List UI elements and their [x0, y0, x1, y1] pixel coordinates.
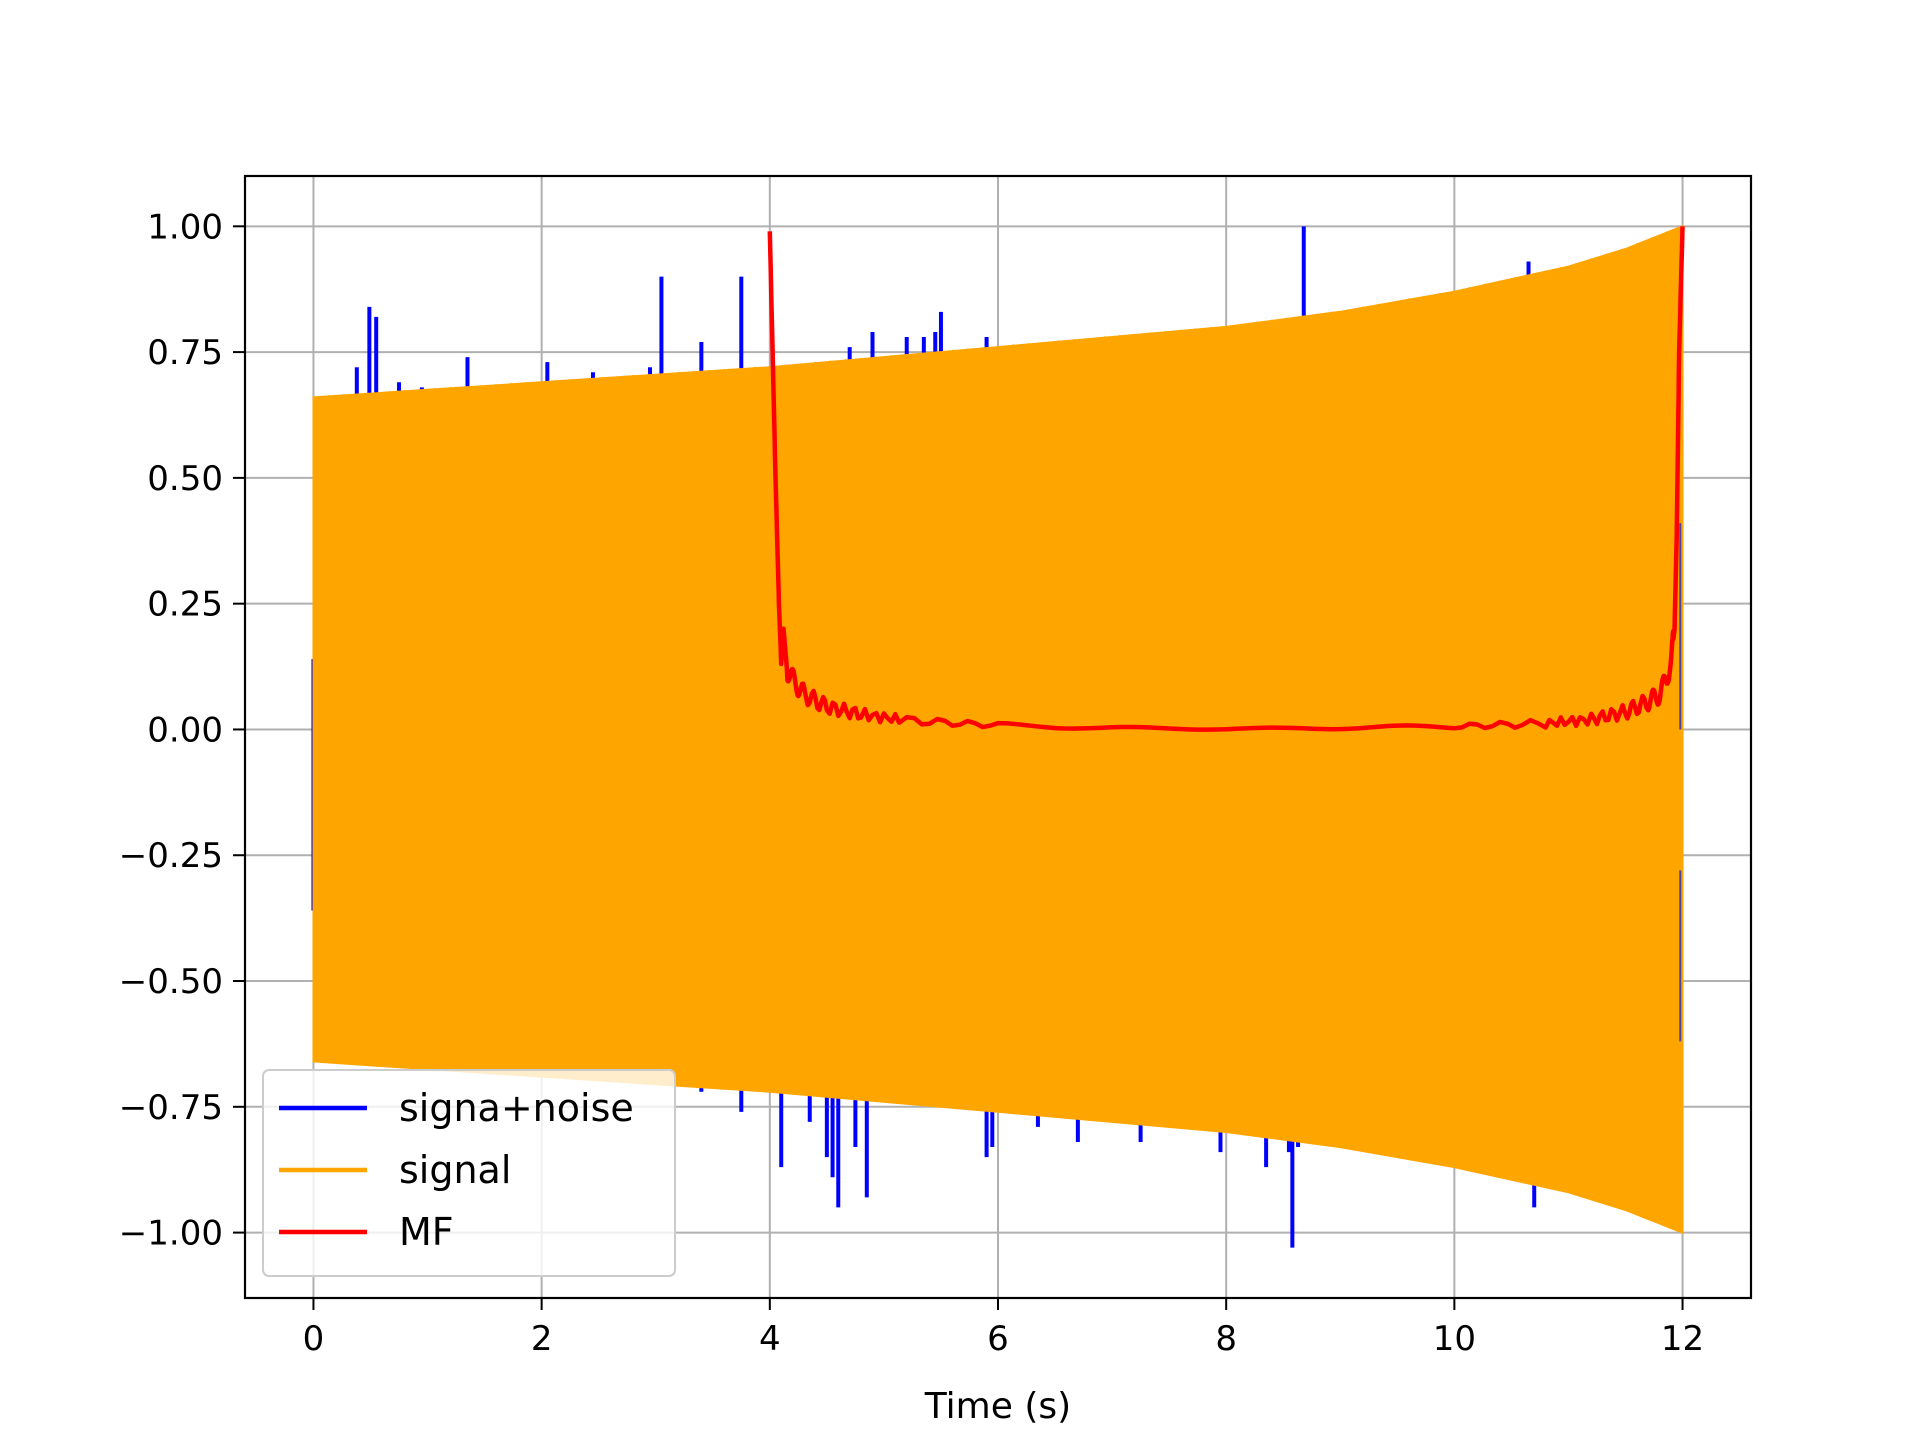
signal-line [312, 225, 1684, 409]
x-tick-label: 10 [1433, 1319, 1476, 1359]
x-tick-label: 2 [531, 1319, 553, 1359]
axis-ticks: 0 2 4 6 8 10 12 1.00 0.75 0.50 0.25 0.00 −0.25 −0.50 −… [119, 207, 1704, 1359]
y-tick-label: −0.75 [119, 1088, 223, 1128]
y-tick-label: −1.00 [119, 1214, 223, 1254]
mf-line [767, 226, 1685, 732]
legend-label: signal [399, 1148, 511, 1192]
y-tick-label: 0.25 [147, 585, 223, 625]
y-tick-label: 1.00 [147, 207, 223, 247]
x-tick-label: 0 [303, 1319, 325, 1359]
y-tick-label: 0.50 [147, 459, 223, 499]
x-tick-label: 4 [759, 1319, 781, 1359]
legend-label: MF [399, 1210, 454, 1254]
legend-label: signa+noise [399, 1086, 634, 1130]
x-tick-label: 8 [1215, 1319, 1237, 1359]
y-tick-label: −0.50 [119, 962, 223, 1002]
x-tick-label: 12 [1661, 1319, 1704, 1359]
y-tick-label: −0.25 [119, 836, 223, 876]
legend-box [262, 1069, 676, 1277]
x-axis-label: Time (s) [924, 1386, 1071, 1427]
y-tick-label: 0.75 [147, 333, 223, 373]
y-tick-label: 0.00 [147, 710, 223, 750]
x-tick-label: 6 [987, 1319, 1009, 1359]
legend: signa+noise signal MF [262, 1069, 676, 1277]
plot-area [311, 224, 1685, 1248]
